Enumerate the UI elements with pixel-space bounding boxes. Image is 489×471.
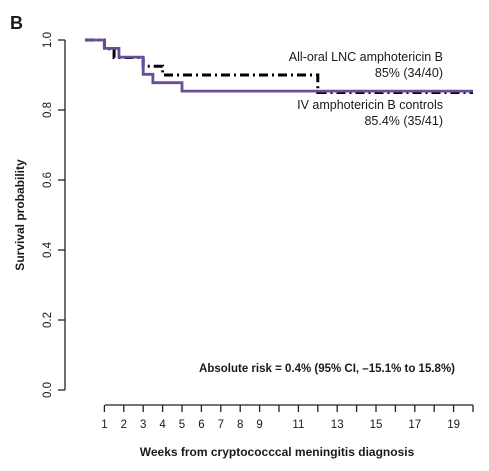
series-oral-label-value: 85% (34/40) — [375, 66, 443, 80]
y-tick-label: 0.4 — [42, 241, 54, 258]
x-tick-label: 13 — [331, 419, 344, 431]
x-tick-label: 1 — [101, 419, 107, 431]
y-tick-label: 1.0 — [42, 32, 54, 48]
y-ticks: 0.0 0.2 0.4 0.6 0.8 1.0 — [42, 32, 65, 398]
y-tick-label: 0.8 — [42, 102, 54, 118]
x-axis-label: Weeks from cryptococccal meningitis diag… — [140, 445, 415, 459]
x-tick-label: 11 — [292, 419, 304, 431]
x-tick-label: 9 — [256, 419, 262, 431]
x-tick-label: 7 — [218, 419, 224, 431]
y-tick-label: 0.0 — [42, 382, 54, 398]
absolute-risk-annotation: Absolute risk = 0.4% (95% CI, –15.1% to … — [199, 363, 455, 375]
x-tick-label: 17 — [408, 419, 421, 431]
x-tick-label: 2 — [121, 419, 127, 431]
y-axis-label: Survival probability — [13, 159, 27, 271]
series-iv-label-name: IV amphotericin B controls — [297, 98, 443, 112]
x-tick-label: 3 — [140, 419, 146, 431]
x-tick-label: 19 — [447, 419, 460, 431]
x-ticks: 1 2 3 4 5 6 7 8 9 11 13 15 17 19 — [101, 405, 474, 431]
series-layer — [85, 38, 473, 94]
series-oral-label-name: All-oral LNC amphotericin B — [289, 50, 443, 64]
series-iv-line — [85, 38, 473, 93]
y-tick-label: 0.6 — [42, 172, 54, 188]
x-tick-label: 15 — [370, 419, 383, 431]
x-tick-label: 6 — [198, 419, 204, 431]
x-tick-label: 8 — [237, 419, 243, 431]
x-tick-label: 5 — [179, 419, 185, 431]
y-tick-label: 0.2 — [42, 312, 54, 328]
panel-label: B — [10, 13, 23, 33]
x-tick-label: 4 — [159, 419, 166, 431]
series-iv-label-value: 85.4% (35/41) — [364, 114, 443, 128]
